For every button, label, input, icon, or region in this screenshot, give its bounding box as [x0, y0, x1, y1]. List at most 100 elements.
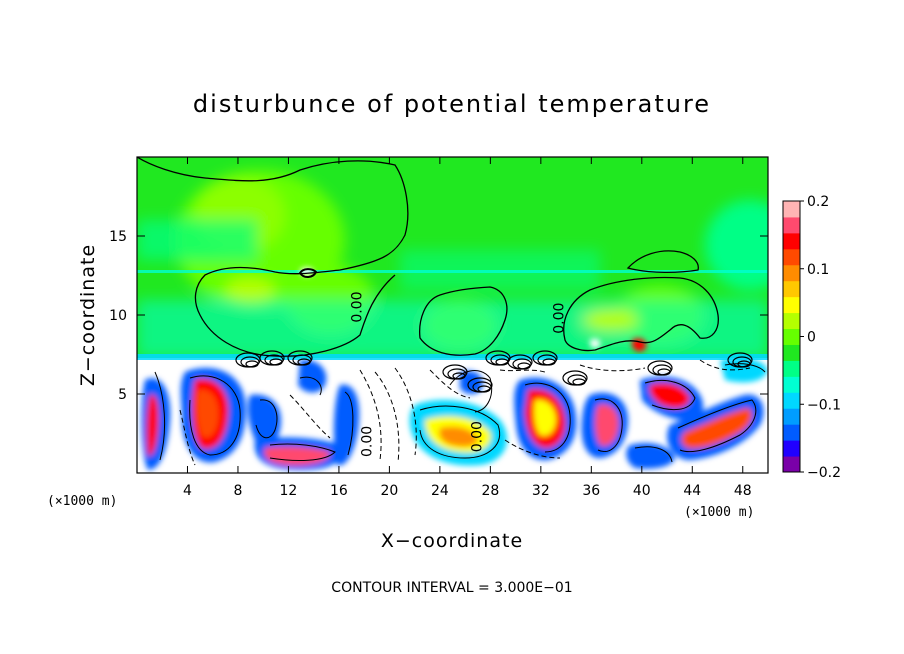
colorbar-segment-1: [783, 440, 800, 457]
contour-solid-12: [634, 446, 673, 463]
contour-dashed-9: [504, 439, 561, 459]
contour-label-2: 0.00: [360, 426, 376, 457]
anomaly-blob-22: [626, 443, 675, 469]
contour-solid-5: [344, 391, 354, 456]
y-axis: 5 10 15: [109, 229, 768, 403]
y-tick-label-10: 10: [109, 308, 127, 324]
colorbar-segment-15: [783, 216, 800, 234]
contour-label-0: 0.00: [350, 292, 366, 323]
x-tick-label-44: 44: [683, 483, 701, 499]
x-tick-label-8: 8: [233, 483, 242, 499]
contour-dashed-7: [579, 364, 646, 372]
contour-tangle-6-2: [517, 362, 531, 370]
x-axis-label: X−coordinate: [381, 530, 523, 552]
contour-dashed-8: [699, 359, 751, 371]
x-tick-label-16: 16: [330, 483, 348, 499]
colorbar-segment-6: [783, 360, 800, 377]
colorbar-tick-label-2: 0: [807, 330, 816, 346]
colorbar-tick-label-4: −0.2: [807, 465, 841, 481]
heatmap-field: 0.00 0.00 0.00 0.00: [137, 157, 768, 473]
contour-solid-4: [269, 443, 336, 461]
y-axis-label: Z−coordinate: [77, 244, 99, 386]
stable-layer-line: [137, 270, 768, 273]
anomaly-blob-4: [196, 389, 219, 438]
x-unit-right: (×1000 m): [684, 505, 754, 520]
x-unit-left: (×1000 m): [47, 494, 117, 509]
contour-interval-note: CONTOUR INTERVAL = 3.000E−01: [331, 580, 572, 596]
contour-tangle-2-2: [297, 358, 311, 366]
anomaly-blob-8: [264, 446, 330, 466]
contour-tangle-0-2: [245, 360, 259, 368]
colorbar-segment-0: [783, 456, 800, 473]
contour-upper-far-right: [626, 250, 699, 274]
colorbar-segment-3: [783, 408, 800, 425]
colorbar-segment-13: [783, 248, 800, 266]
x-tick-label-36: 36: [582, 483, 600, 499]
contour-tangle-7-2: [542, 358, 556, 366]
colorbar-segment-14: [783, 232, 800, 250]
contour-dashed-4: [394, 367, 417, 456]
contour-solid-8: [524, 382, 571, 453]
contour-labels: 0.00 0.00 0.00 0.00: [350, 292, 568, 457]
x-tick-label-4: 4: [183, 483, 192, 499]
contour-solid-2: [255, 399, 278, 439]
anomaly-blob-24: [460, 370, 483, 394]
anomaly-blob-21: [681, 408, 752, 449]
contour-lines-lower: [154, 350, 766, 466]
contour-solid-3: [299, 376, 322, 396]
contour-solid-11: [677, 399, 757, 453]
contour-upper-right: [563, 276, 719, 352]
x-tick-label-12: 12: [280, 483, 298, 499]
contour-upper-mid: [419, 286, 508, 356]
colorbar-segment-10: [783, 296, 800, 314]
contour-dashed-5: [429, 369, 471, 399]
anomaly-blob-5: [247, 394, 281, 446]
contour-tangle-10-2: [737, 360, 751, 368]
x-tick-label-32: 32: [532, 483, 550, 499]
contour-tangle-1-2: [269, 358, 283, 366]
contour-tangle-3-2: [452, 372, 466, 380]
colorbar-segment-16: [783, 201, 800, 218]
colorbar-tick-label-1: 0.1: [807, 262, 829, 278]
inversion-layer: [137, 354, 768, 360]
contour-solid-1: [189, 375, 241, 456]
x-axis: 4 8 12 16 20 24 28 32 36 40 44 48: [183, 157, 752, 499]
x-tick-label-48: 48: [734, 483, 752, 499]
anomaly-blob-9: [333, 384, 360, 466]
contour-solid-6: [419, 405, 500, 459]
colorbar-tick-label-3: −0.1: [807, 397, 841, 413]
colorbar-segment-4: [783, 392, 800, 409]
y-tick-label-15: 15: [109, 229, 127, 245]
anomaly-blob-6: [298, 359, 327, 393]
colorbar-segment-12: [783, 264, 800, 282]
contour-tangle-4-2: [477, 385, 491, 393]
contour-solid-0: [154, 371, 166, 461]
colorbar-segment-2: [783, 424, 800, 441]
colorbar-segment-8: [783, 328, 800, 345]
contour-small-closed: [298, 268, 318, 278]
x-tick-label-28: 28: [481, 483, 499, 499]
anomaly-blob-12: [439, 426, 478, 447]
colorbar: 0.2 0.1 0 −0.1 −0.2: [782, 194, 841, 481]
contour-solid-7: [449, 370, 493, 413]
x-tick-label-40: 40: [633, 483, 651, 499]
contour-solid-9: [594, 398, 623, 452]
colorbar-segment-5: [783, 376, 800, 393]
contour-dashed-0: [179, 409, 196, 466]
contour-dashed-6: [499, 369, 546, 373]
anomaly-blob-17: [595, 404, 619, 446]
colorbar-segment-9: [783, 312, 800, 330]
colorbar-segment-7: [783, 344, 800, 361]
contour-label-1: 0.00: [552, 303, 568, 334]
contour-solid-10: [644, 379, 696, 411]
contour-dashed-3: [374, 371, 400, 463]
contour-tangle-9-2: [657, 368, 671, 376]
colorbar-tick-label-0: 0.2: [807, 194, 829, 210]
colorbar-segment-11: [783, 280, 800, 298]
contour-solid-13: [724, 363, 766, 373]
contour-tangle-8-2: [572, 378, 586, 386]
y-tick-label-5: 5: [118, 387, 127, 403]
anomaly-blob-19: [649, 383, 690, 408]
x-tick-label-20: 20: [380, 483, 398, 499]
